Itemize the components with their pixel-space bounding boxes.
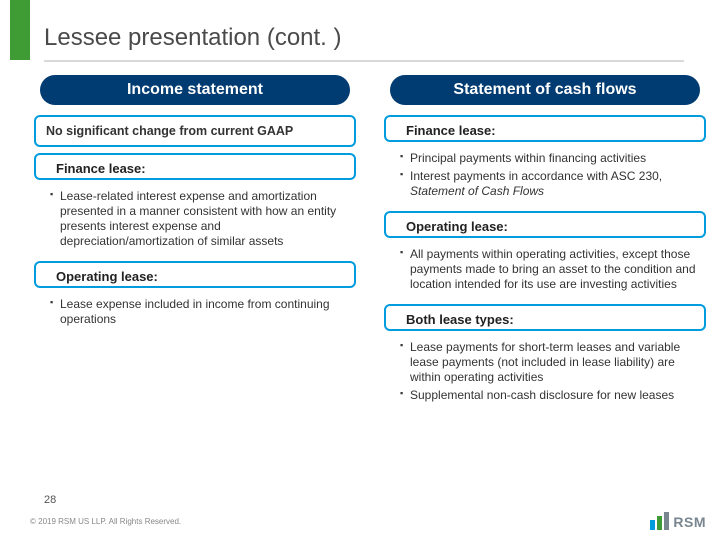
bullet-item: Supplemental non-cash disclosure for new… xyxy=(400,388,702,403)
right-column: Statement of cash flows Finance lease: P… xyxy=(380,75,710,409)
right-finance-bullets: Principal payments within financing acti… xyxy=(380,148,710,205)
accent-bar xyxy=(10,0,30,60)
left-finance-box: Finance lease: xyxy=(34,153,356,180)
bullet-item: Interest payments in accordance with ASC… xyxy=(400,169,702,199)
bullet-item: Principal payments within financing acti… xyxy=(400,151,702,166)
left-column: Income statement No significant change f… xyxy=(30,75,360,333)
slide: Lessee presentation (cont. ) Income stat… xyxy=(0,0,720,540)
cashflows-heading: Statement of cash flows xyxy=(390,75,700,105)
right-operating-bullets: All payments within operating activities… xyxy=(380,244,710,298)
right-both-label: Both lease types: xyxy=(400,310,520,329)
left-finance-bullets: Lease-related interest expense and amort… xyxy=(30,186,360,255)
title-rule xyxy=(44,60,684,62)
right-operating-box: Operating lease: xyxy=(384,211,706,238)
bullet-item: All payments within operating activities… xyxy=(400,247,702,292)
gaap-note-box: No significant change from current GAAP xyxy=(34,115,356,147)
bullet-item: Lease expense included in income from co… xyxy=(50,297,352,327)
right-operating-label: Operating lease: xyxy=(400,217,514,236)
left-operating-label: Operating lease: xyxy=(50,267,164,286)
page-number: 28 xyxy=(44,494,56,506)
copyright: © 2019 RSM US LLP. All Rights Reserved. xyxy=(30,517,181,526)
rsm-logo: RSM xyxy=(650,512,706,530)
income-statement-heading: Income statement xyxy=(40,75,350,105)
right-finance-label: Finance lease: xyxy=(400,121,502,140)
bullet-item: Lease payments for short-term leases and… xyxy=(400,340,702,385)
right-finance-box: Finance lease: xyxy=(384,115,706,142)
left-finance-label: Finance lease: xyxy=(50,159,152,178)
logo-text: RSM xyxy=(673,514,706,530)
right-both-box: Both lease types: xyxy=(384,304,706,331)
logo-bars-icon xyxy=(650,512,669,530)
bullet-item: Lease-related interest expense and amort… xyxy=(50,189,352,249)
right-both-bullets: Lease payments for short-term leases and… xyxy=(380,337,710,409)
left-operating-box: Operating lease: xyxy=(34,261,356,288)
left-operating-bullets: Lease expense included in income from co… xyxy=(30,294,360,333)
page-title: Lessee presentation (cont. ) xyxy=(44,24,342,52)
